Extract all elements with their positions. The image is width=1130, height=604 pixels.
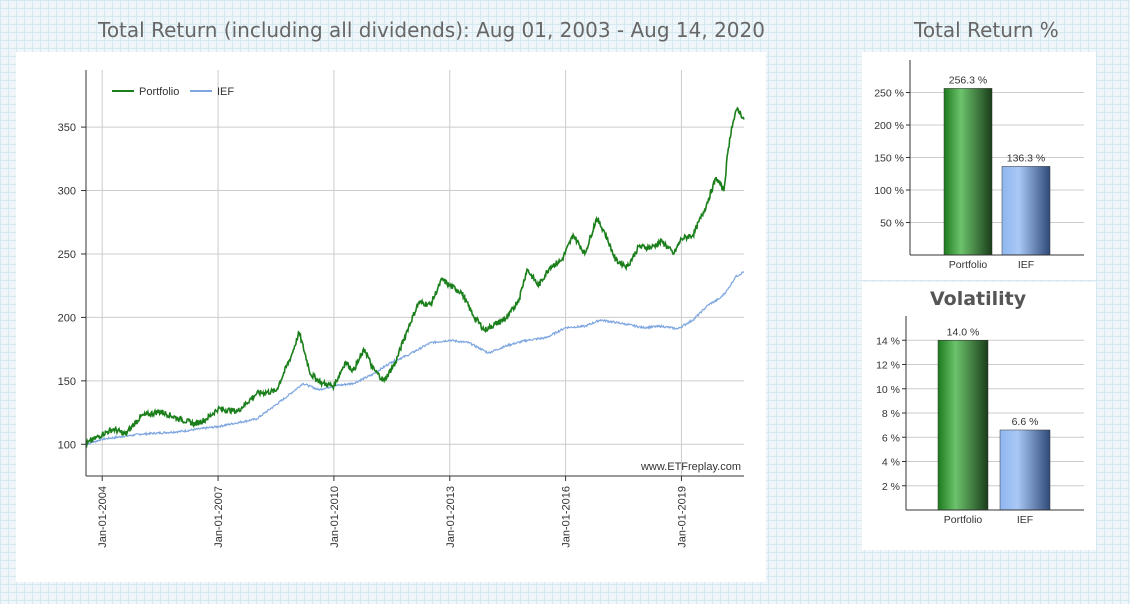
volatility-chart-title: Volatility — [930, 288, 1027, 310]
y-tick-label: 250 % — [874, 88, 904, 100]
tick-labels: 100 150 200 250 300 350 Jan-01-2004 Jan-01-2007… — [58, 122, 689, 548]
bar-ief[interactable] — [999, 429, 1051, 511]
bar-value-label: 6.6 % — [1012, 416, 1039, 428]
y-tick-label: 200 — [58, 312, 76, 324]
y-tick-label: 8 % — [882, 408, 900, 420]
series-line-ief[interactable] — [85, 271, 745, 446]
axes — [81, 70, 744, 481]
watermark: www.ETFreplay.com — [640, 461, 741, 473]
y-tick-label: 4 % — [882, 457, 900, 469]
y-tick-label: 50 % — [880, 218, 904, 230]
x-tick-label: Jan-01-2016 — [561, 486, 573, 548]
y-tick-label: 200 % — [874, 120, 904, 132]
y-tick-label: 14 % — [876, 335, 900, 347]
y-tick-label: 100 — [58, 439, 76, 451]
return-chart-title: Total Return % — [914, 18, 1059, 42]
volatility-bar-chart: 2 % 4 % 6 % 8 % 10 % 12 % 14 % 14.0 % Portfolio 6… — [876, 316, 1084, 526]
legend-label-portfolio[interactable]: Portfolio — [139, 86, 179, 98]
y-tick-label: 300 — [58, 186, 76, 198]
return-bar-chart: 50 % 100 % 150 % 200 % 250 % 256.3 % Portfolio… — [874, 60, 1084, 271]
x-tick-label: Jan-01-2007 — [213, 486, 225, 548]
grid — [86, 70, 744, 476]
x-tick-label: Jan-01-2013 — [445, 486, 457, 548]
bar-ief[interactable] — [1001, 166, 1051, 256]
x-tick-label: Jan-01-2019 — [676, 486, 688, 548]
main-line-chart: 100 150 200 250 300 350 Jan-01-2004 Jan-01-2007… — [58, 70, 745, 548]
x-tick-label: Jan-01-2004 — [97, 486, 109, 548]
volatility-chart-panel: 2 % 4 % 6 % 8 % 10 % 12 % 14 % 14.0 % Portfolio 6… — [862, 282, 1096, 550]
main-chart-panel: 100 150 200 250 300 350 Jan-01-2004 Jan-01-2007… — [16, 52, 766, 582]
bar-portfolio[interactable] — [937, 340, 989, 511]
category-label: Portfolio — [944, 514, 983, 526]
category-label: Portfolio — [949, 259, 988, 271]
y-tick-label: 2 % — [882, 481, 900, 493]
y-tick-label: 350 — [58, 122, 76, 134]
bar-value-label: 136.3 % — [1007, 152, 1046, 164]
legend-label-ief[interactable]: IEF — [217, 86, 234, 98]
bar-portfolio[interactable] — [943, 88, 993, 256]
category-label: IEF — [1017, 514, 1033, 526]
y-tick-label: 150 % — [874, 153, 904, 165]
category-label: IEF — [1018, 259, 1034, 271]
legend[interactable]: Portfolio IEF — [112, 86, 234, 98]
series-line-portfolio[interactable] — [85, 106, 745, 449]
main-chart-title: Total Return (including all dividends): … — [98, 18, 765, 42]
bar-value-label: 256.3 % — [949, 74, 988, 86]
series-layer — [85, 106, 745, 449]
x-tick-label: Jan-01-2010 — [329, 486, 341, 548]
return-chart-panel: 50 % 100 % 150 % 200 % 250 % 256.3 % Portfolio… — [862, 52, 1096, 280]
y-tick-label: 100 % — [874, 185, 904, 197]
y-tick-label: 12 % — [876, 360, 900, 372]
y-tick-label: 250 — [58, 249, 76, 261]
bar-value-label: 14.0 % — [947, 326, 980, 338]
y-tick-label: 10 % — [876, 384, 900, 396]
y-tick-label: 6 % — [882, 432, 900, 444]
y-tick-label: 150 — [58, 376, 76, 388]
